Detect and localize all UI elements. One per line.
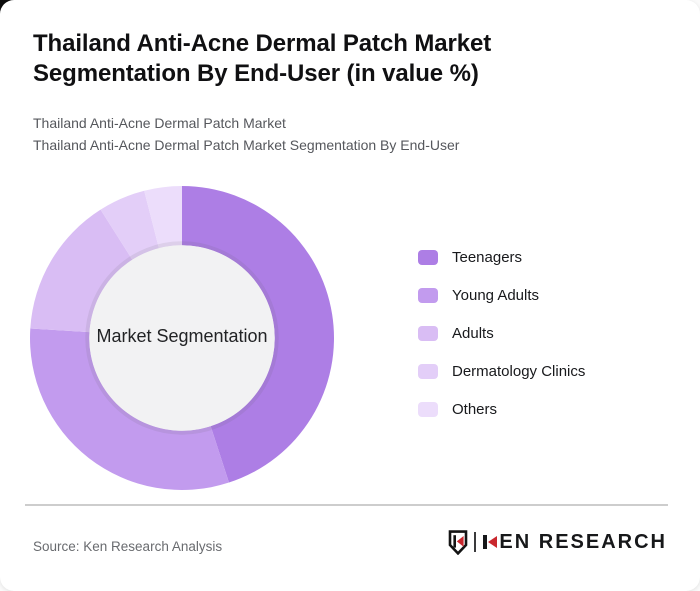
legend-item-adults: Adults <box>418 324 585 343</box>
subtitle-line-2: Thailand Anti-Acne Dermal Patch Market S… <box>33 137 460 153</box>
donut-center-label: Market Segmentation <box>96 326 268 346</box>
legend-swatch <box>418 250 438 265</box>
legend-item-young-adults: Young Adults <box>418 286 585 305</box>
donut-segment-others <box>144 186 182 249</box>
ken-research-badge-icon <box>449 529 468 555</box>
chart-subtitle: Thailand Anti-Acne Dermal Patch Market T… <box>33 112 459 156</box>
donut-segment-young-adults <box>30 328 229 490</box>
legend-swatch <box>418 326 438 341</box>
legend-item-others: Others <box>418 400 585 419</box>
brand-k-red-triangle-icon <box>488 536 498 548</box>
legend-label: Teenagers <box>452 249 523 266</box>
subtitle-line-1: Thailand Anti-Acne Dermal Patch Market <box>33 115 286 131</box>
donut-center-circle <box>89 245 275 431</box>
legend-swatch <box>418 288 438 303</box>
donut-inner-shadow-ring <box>85 241 279 435</box>
legend-label: Young Adults <box>452 287 540 304</box>
donut-segment-adults <box>30 209 133 333</box>
logo-brand-text: EN RESEARCH <box>483 531 667 554</box>
donut-chart: Market Segmentation <box>30 186 334 490</box>
legend-label: Others <box>452 401 498 418</box>
donut-segment-dermatology-clinics <box>100 190 159 260</box>
legend-item-dermatology-clinics: Dermatology Clinics <box>418 362 585 381</box>
ken-research-logo: EN RESEARCH <box>448 529 667 555</box>
brand-k-bar <box>483 535 487 549</box>
donut-chart-svg <box>30 186 334 490</box>
page-title: Thailand Anti-Acne Dermal Patch Market S… <box>33 30 492 87</box>
source-text: Source: Ken Research Analysis <box>33 539 223 554</box>
legend-swatch <box>418 364 438 379</box>
chart-legend: Teenagers Young Adults Adults Dermatology C… <box>418 248 585 419</box>
legend-label: Adults <box>452 325 494 342</box>
legend-label: Dermatology Clinics <box>452 363 586 380</box>
donut-segment-teenagers <box>182 186 334 483</box>
legend-swatch <box>418 402 438 417</box>
footer-divider <box>25 504 668 506</box>
logo-separator <box>474 532 477 552</box>
legend-item-teenagers: Teenagers <box>418 248 585 267</box>
